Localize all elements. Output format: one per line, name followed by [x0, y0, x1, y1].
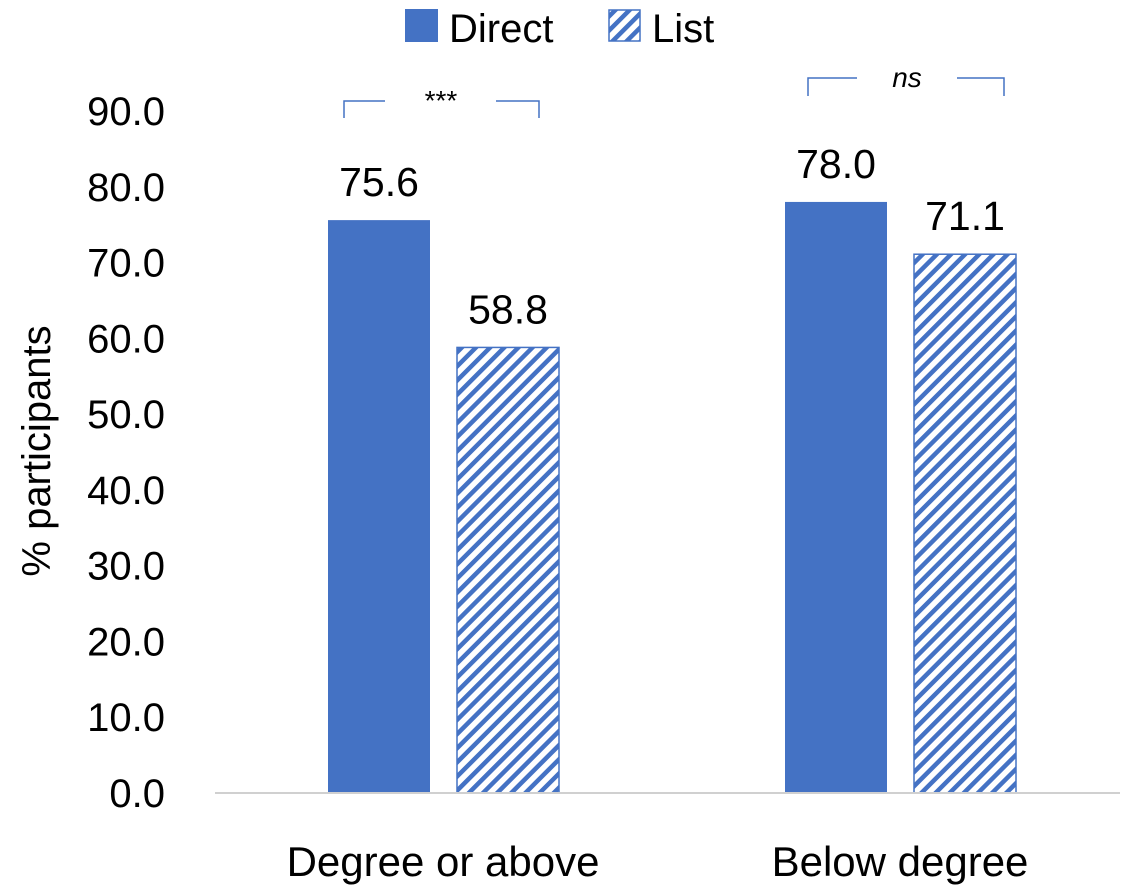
legend-swatch-list — [608, 9, 641, 42]
y-tick-label: 30.0 — [87, 545, 165, 589]
significance-label-below: ns — [892, 62, 922, 93]
category-label-below-degree: Below degree — [772, 838, 1029, 885]
data-label-direct-2: 78.0 — [796, 141, 876, 187]
bar-direct-1 — [328, 220, 430, 793]
data-labels: 75.6 78.0 58.8 71.1 — [339, 141, 1005, 332]
y-tick-label: 90.0 — [87, 90, 165, 134]
significance-bracket-below: ns — [807, 62, 1005, 96]
y-tick-label: 40.0 — [87, 469, 165, 513]
data-label-list-2: 71.1 — [925, 193, 1005, 239]
y-tick-label: 50.0 — [87, 393, 165, 437]
bars — [328, 201, 1017, 794]
y-tick-label: 80.0 — [87, 166, 165, 210]
y-axis-title: % participants — [15, 325, 59, 576]
data-label-direct-1: 75.6 — [339, 159, 419, 205]
significance-label-degree: *** — [425, 85, 458, 116]
legend-label-direct: Direct — [449, 7, 553, 51]
legend-swatch-direct — [405, 9, 438, 42]
significance-bracket-degree: *** — [343, 85, 540, 118]
data-label-list-1: 58.8 — [468, 286, 548, 332]
y-tick-label: 70.0 — [87, 242, 165, 286]
y-tick-label: 0.0 — [109, 772, 165, 816]
bar-list-2 — [913, 253, 1017, 794]
y-tick-label: 10.0 — [87, 696, 165, 740]
legend-label-list: List — [652, 7, 714, 51]
bar-list-1 — [456, 346, 560, 794]
y-tick-label: 60.0 — [87, 317, 165, 361]
category-label-degree-or-above: Degree or above — [287, 838, 600, 885]
y-tick-label: 20.0 — [87, 620, 165, 664]
legend: Direct List — [405, 7, 714, 51]
bar-direct-2 — [785, 201, 887, 793]
y-axis-ticks: 0.0 10.0 20.0 30.0 40.0 50.0 60.0 70.0 80.0 90.0 — [87, 90, 165, 816]
